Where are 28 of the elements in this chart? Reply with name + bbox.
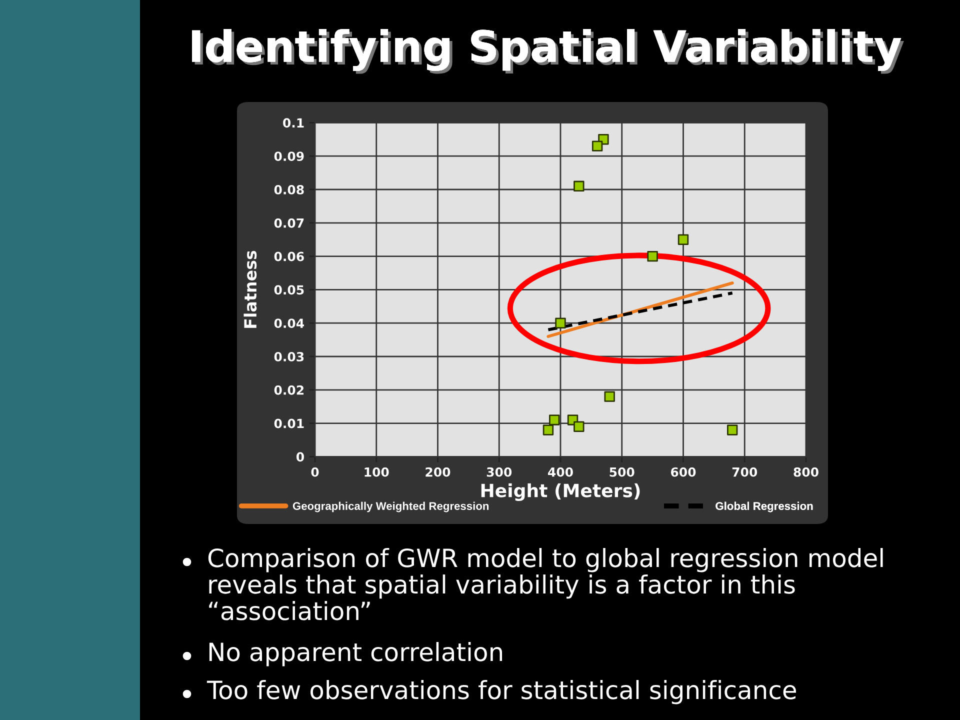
text: Too few observations for statistical significance bbox=[206, 680, 796, 704]
x-tick-label: 200 bbox=[426, 467, 450, 477]
y-tick-label: 0.02 bbox=[274, 385, 304, 395]
x-tick-label: 400 bbox=[548, 467, 573, 477]
legend-label: Global Regression bbox=[716, 502, 813, 512]
y-axis-title: Flatness bbox=[244, 250, 257, 328]
y-tick-label: 0.09 bbox=[274, 152, 304, 162]
x-axis-title: Height (Meters) bbox=[481, 483, 640, 501]
x-tick-label: 500 bbox=[610, 467, 634, 477]
y-tick-label: 0.08 bbox=[274, 184, 304, 194]
chart-title: Identifying Spatial Variability bbox=[192, 28, 904, 74]
y-tick-label: 0.05 bbox=[274, 285, 304, 295]
legend-label: Geographically Weighted Regression bbox=[292, 502, 489, 512]
y-tick-label: 0.03 bbox=[274, 352, 304, 362]
y-tick-label: 0.01 bbox=[274, 418, 304, 428]
text: Comparison of GWR model to global regression model reveals that spatial variability is a factor in this “association” bbox=[208, 548, 883, 620]
x-tick-label: 100 bbox=[364, 467, 389, 477]
x-tick-label: 700 bbox=[732, 467, 758, 477]
x-tick-label: 300 bbox=[486, 467, 512, 477]
y-tick-label: 0 bbox=[296, 452, 304, 462]
y-tick-label: 0.07 bbox=[274, 218, 304, 228]
y-tick-label: 0.1 bbox=[283, 118, 304, 128]
x-tick-label: 0 bbox=[311, 467, 319, 477]
y-tick-label: 0.04 bbox=[274, 318, 304, 328]
y-tick-label: 0.06 bbox=[274, 252, 304, 262]
x-tick-label: 800 bbox=[794, 467, 818, 477]
text: No apparent correlation bbox=[209, 642, 502, 666]
x-tick-label: 600 bbox=[670, 467, 696, 477]
